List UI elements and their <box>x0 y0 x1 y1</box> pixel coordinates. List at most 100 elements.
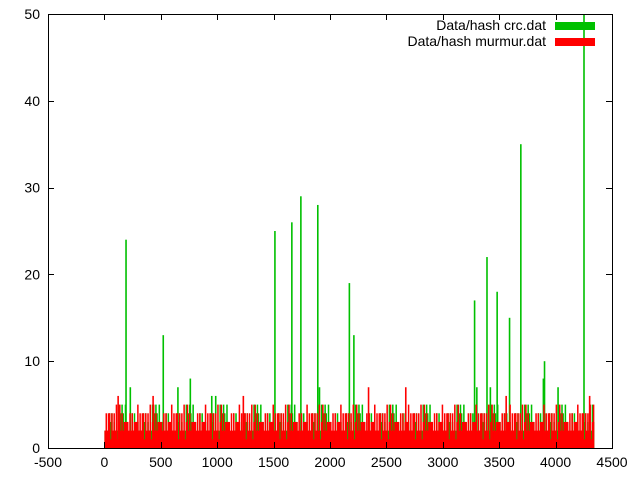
bar <box>223 430 226 448</box>
bar <box>307 430 309 448</box>
bar <box>214 413 217 448</box>
bar <box>334 413 337 448</box>
bar <box>486 430 489 448</box>
bar <box>522 439 525 448</box>
bar <box>293 421 296 448</box>
y-tick-label: 0 <box>32 440 40 456</box>
bar <box>570 430 572 448</box>
bar <box>320 421 323 448</box>
bar <box>493 413 496 448</box>
bar <box>399 413 402 448</box>
bar <box>357 430 359 448</box>
bar <box>309 430 312 448</box>
bar <box>279 421 281 448</box>
bar <box>471 430 473 448</box>
bar <box>562 430 564 448</box>
bar <box>403 430 405 448</box>
spike-bar <box>291 222 293 448</box>
bar <box>173 413 175 448</box>
spike-bar <box>300 196 302 448</box>
bar <box>177 439 180 448</box>
bar <box>106 430 109 448</box>
bar <box>423 404 426 448</box>
bar <box>296 421 298 448</box>
bar <box>389 404 392 448</box>
bar <box>212 413 215 448</box>
bar <box>568 430 570 448</box>
bar <box>414 439 417 448</box>
bar <box>260 421 262 448</box>
bar <box>126 421 129 448</box>
legend-swatch-murmur <box>555 38 595 46</box>
bar <box>513 413 516 448</box>
bar <box>179 430 182 448</box>
bar <box>586 430 588 448</box>
bar <box>575 421 578 448</box>
bar <box>406 421 409 448</box>
bar <box>457 404 459 448</box>
bar <box>385 430 387 448</box>
spike-bar <box>520 144 522 448</box>
bar <box>113 413 115 448</box>
bar <box>183 404 185 448</box>
bar <box>511 413 514 448</box>
bar <box>226 421 228 448</box>
bar <box>525 404 527 448</box>
bar <box>263 430 265 448</box>
bar <box>441 404 444 448</box>
bar <box>549 421 552 448</box>
bar <box>219 421 221 448</box>
bar <box>169 421 172 448</box>
bar <box>236 421 238 448</box>
bar <box>290 413 293 448</box>
bar <box>222 413 225 448</box>
bar <box>317 430 320 448</box>
bar <box>194 421 197 448</box>
x-tick-label: 2000 <box>314 454 345 470</box>
bar <box>448 439 450 448</box>
bar <box>174 430 176 448</box>
bar <box>521 404 524 448</box>
bar <box>333 430 335 448</box>
bar <box>458 430 461 448</box>
bar <box>507 421 509 448</box>
bar <box>120 430 122 448</box>
bar <box>161 430 164 448</box>
bar <box>539 421 542 448</box>
bar <box>516 421 518 448</box>
bar <box>393 430 395 448</box>
bar <box>115 404 118 448</box>
bar <box>261 421 263 448</box>
bar <box>143 439 146 448</box>
bar <box>228 421 231 448</box>
bar <box>190 430 192 448</box>
bar <box>566 421 569 448</box>
bar <box>246 413 249 448</box>
bar <box>104 430 106 448</box>
bar <box>451 413 454 448</box>
bar <box>291 430 294 448</box>
bar <box>375 430 377 448</box>
spike-bar <box>125 239 127 448</box>
bar <box>454 404 456 448</box>
bar <box>524 421 526 448</box>
bar <box>302 421 305 448</box>
bar <box>411 430 413 448</box>
bar <box>556 439 559 448</box>
bar <box>216 430 218 448</box>
bar <box>297 430 299 448</box>
bar <box>237 421 240 448</box>
bar <box>343 430 346 448</box>
bar <box>438 421 440 448</box>
legend: Data/hash crc.dat Data/hash murmur.dat <box>407 17 595 49</box>
bar <box>276 413 279 448</box>
legend-swatch-crc <box>555 22 595 30</box>
bar <box>369 430 372 448</box>
bar <box>192 421 194 448</box>
bar <box>510 430 513 448</box>
bar <box>145 413 147 448</box>
bar <box>542 421 544 448</box>
bar <box>313 439 315 448</box>
bar <box>240 413 243 448</box>
bar <box>318 404 321 448</box>
